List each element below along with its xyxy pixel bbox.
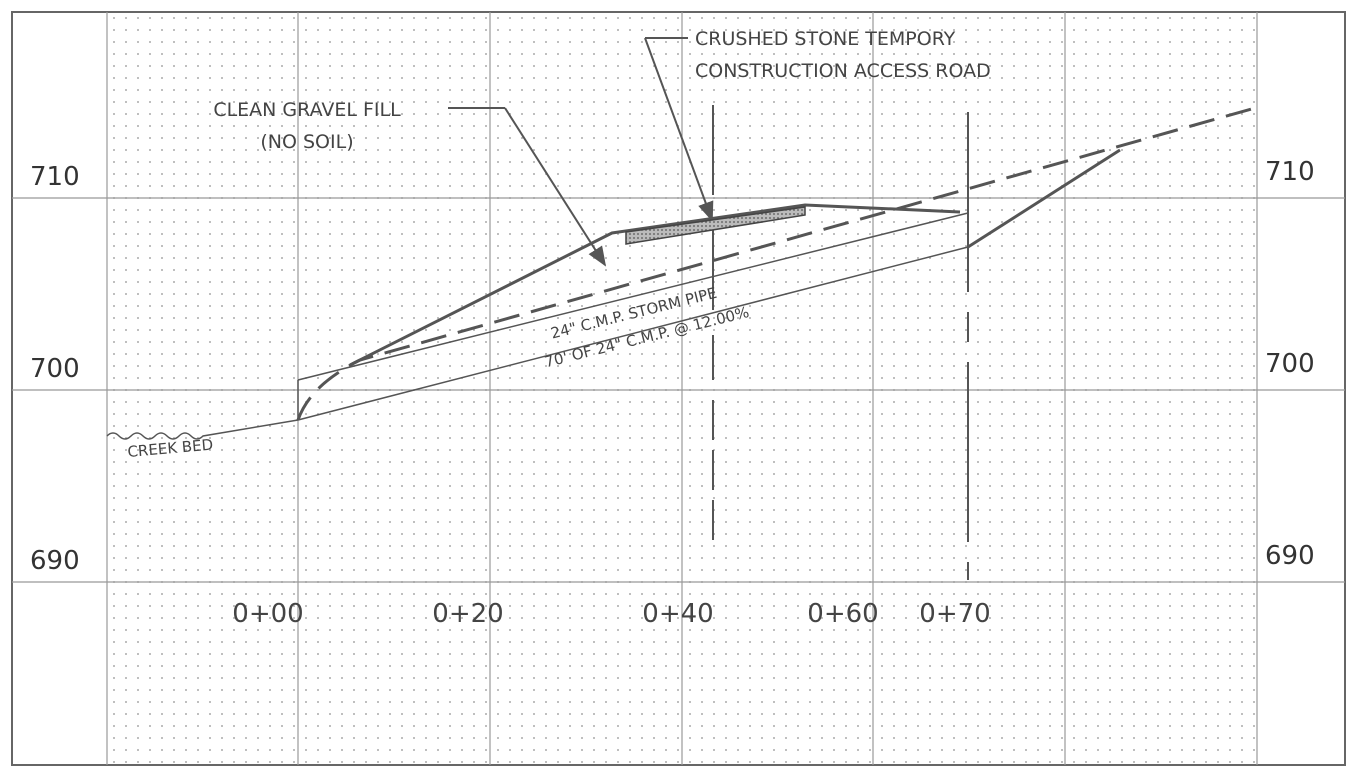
margin — [12, 12, 107, 765]
station-label: 0+00 — [232, 599, 303, 629]
border — [11, 11, 1346, 766]
road-note: CRUSHED STONE TEMPORY — [695, 28, 956, 50]
margin — [1257, 12, 1345, 765]
fill-note: CLEAN GRAVEL FILL — [213, 99, 401, 121]
station-label: 0+60 — [807, 599, 878, 629]
elevation-label: 700 — [1265, 349, 1315, 379]
road-note: CONSTRUCTION ACCESS ROAD — [695, 60, 991, 82]
border — [11, 11, 1346, 766]
elevation-label: 710 — [1265, 157, 1315, 187]
elevation-label: 690 — [1265, 541, 1315, 571]
profile-lines — [106, 37, 1256, 580]
elevation-label: 700 — [30, 354, 80, 384]
station-label: 0+40 — [642, 599, 713, 629]
elevation-label: 690 — [30, 546, 80, 576]
elevation-label: 710 — [30, 162, 80, 192]
station-label: 0+70 — [919, 599, 990, 629]
road-section — [625, 206, 806, 245]
fill-note: (NO SOIL) — [260, 131, 353, 153]
station-label: 0+20 — [432, 599, 503, 629]
